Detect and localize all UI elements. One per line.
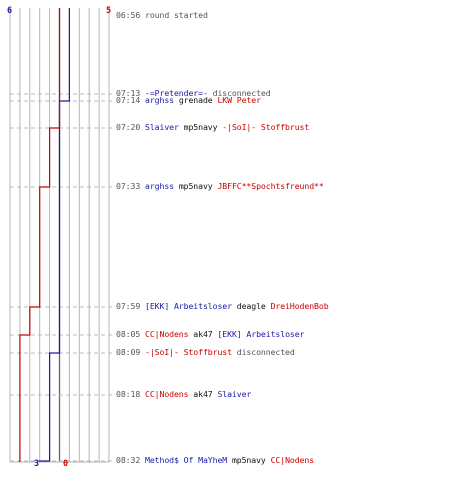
event-row: 08:32 Method$ Of MaYheM mp5navy CC|Noden… xyxy=(116,455,314,465)
weapon-name: mp5navy xyxy=(178,122,223,132)
event-time: 07:59 xyxy=(116,301,141,311)
event-row: 07:33 arghss mp5navy JBFFC**Spochtsfreun… xyxy=(116,181,324,191)
blue-start-score: 6 xyxy=(7,6,13,16)
weapon-name: ak47 xyxy=(188,389,218,399)
blue-player-name: arghss xyxy=(145,95,174,105)
red-player-name: DreiHodenBob xyxy=(270,301,329,311)
blue-player-name: Slaiver xyxy=(217,389,252,399)
event-time: 07:14 xyxy=(116,95,141,105)
weapon-name: grenade xyxy=(173,95,218,105)
event-text: disconnected xyxy=(231,347,295,357)
event-row: 08:18 CC|Nodens ak47 Slaiver xyxy=(116,389,251,399)
red-team-score-line xyxy=(19,8,61,462)
blue-player-name: Slaiver xyxy=(145,122,179,132)
event-text: disconnected xyxy=(207,88,271,98)
blue-player-name: Method$ Of MaYheM xyxy=(145,455,228,465)
blue-team-score-line xyxy=(39,8,70,462)
weapon-name: mp5navy xyxy=(227,455,271,465)
event-text: round started xyxy=(145,10,208,20)
red-end-score: 0 xyxy=(63,459,69,469)
event-row: 07:59 [EKK] Arbeitsloser deagle DreiHode… xyxy=(116,301,329,311)
event-row: 07:14 arghss grenade LKW Peter xyxy=(116,95,261,105)
event-row: 08:09 -|SoI|- Stoffbrust disconnected xyxy=(116,347,295,357)
red-player-name: CC|Nodens xyxy=(145,389,189,399)
event-time: 07:33 xyxy=(116,181,141,191)
event-row: 07:20 Slaiver mp5navy -|SoI|- Stoffbrust xyxy=(116,122,309,132)
event-time: 08:05 xyxy=(116,329,141,339)
event-row: 07:13 -=Pretender=- disconnected xyxy=(116,88,271,98)
red-player-name: -|SoI|- Stoffbrust xyxy=(222,122,310,132)
event-row: 06:56 round started xyxy=(116,10,208,20)
blue-player-name: -=Pretender=- xyxy=(145,88,208,98)
event-time: 08:09 xyxy=(116,347,141,357)
red-player-name: CC|Nodens xyxy=(270,455,315,465)
red-player-name: LKW Peter xyxy=(217,95,261,105)
weapon-name: ak47 xyxy=(188,329,218,339)
red-start-score: 5 xyxy=(106,6,112,16)
weapon-name: mp5navy xyxy=(173,181,218,191)
event-time: 06:56 xyxy=(116,10,141,20)
event-time: 08:18 xyxy=(116,389,141,399)
red-player-name: JBFFC**Spochtsfreund** xyxy=(217,181,324,191)
red-player-name: CC|Nodens xyxy=(145,329,189,339)
event-time: 07:13 xyxy=(116,88,141,98)
blue-end-score: 3 xyxy=(34,459,40,469)
blue-player-name: [EKK] Arbeitsloser xyxy=(145,301,232,311)
blue-player-name: arghss xyxy=(145,181,174,191)
event-row: 08:05 CC|Nodens ak47 [EKK] Arbeitsloser xyxy=(116,329,304,339)
red-player-name: -|SoI|- Stoffbrust xyxy=(145,347,232,357)
blue-player-name: [EKK] Arbeitsloser xyxy=(217,329,305,339)
event-time: 08:32 xyxy=(116,455,141,465)
weapon-name: deagle xyxy=(231,301,271,311)
event-time: 07:20 xyxy=(116,122,141,132)
